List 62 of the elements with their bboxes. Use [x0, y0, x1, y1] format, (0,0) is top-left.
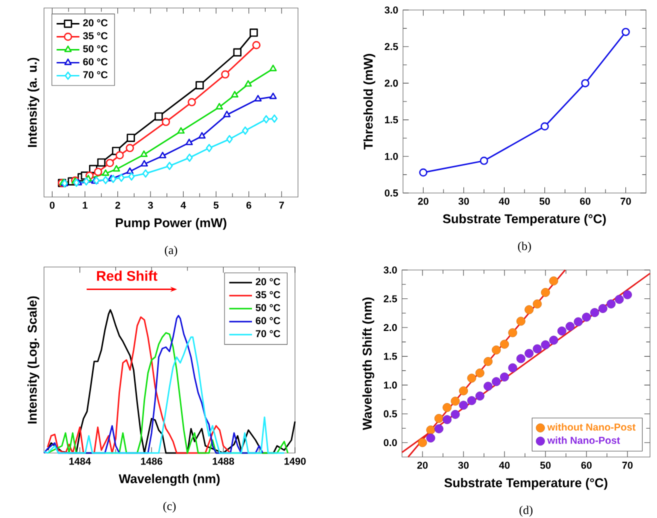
text: (b)	[518, 242, 531, 253]
y-tick-label: 3.0	[384, 6, 398, 14]
x-tick-label: 1488	[212, 458, 234, 465]
x-tick-label: 7	[279, 202, 284, 209]
x-tick-label: 2	[115, 202, 120, 209]
x-tick-label: 4	[180, 202, 186, 209]
legend-label: 60 °C	[256, 317, 280, 324]
legend-label: 35 °C	[256, 291, 280, 298]
legend-label: with Nano-Post	[547, 436, 620, 444]
x-tick-label: 20	[417, 462, 428, 469]
y-tick-label: 0.5	[384, 410, 398, 418]
legend-label: 60 °C	[83, 58, 108, 66]
y-axis-title: Threshold (mW)	[363, 54, 376, 150]
x-axis-title: Substrate Temperature (°C)	[442, 214, 606, 226]
y-tick-label: 2.0	[384, 80, 398, 87]
y-tick-label: 0.5	[384, 189, 398, 197]
y-tick-label: 2.0	[384, 324, 397, 332]
y-tick-label: 3.0	[384, 266, 397, 274]
x-tick-label: 60	[581, 462, 592, 469]
x-axis-title: Substrate Temperature (°C)	[444, 478, 608, 490]
x-tick-label: 70	[620, 198, 631, 205]
legend-label: 50 °C	[83, 45, 108, 52]
y-tick-label: 2.5	[384, 43, 398, 50]
legend-label: 50 °C	[256, 304, 280, 312]
y-tick-label: 1.0	[384, 382, 397, 389]
x-tick-label: 0	[50, 202, 55, 209]
x-tick-label: 5	[214, 202, 219, 209]
text: (a)	[164, 246, 178, 257]
legend-label: without Nano-Post	[547, 423, 636, 431]
legend-label: 20 °C	[256, 278, 280, 286]
legend-label: 70 °C	[256, 330, 280, 338]
x-axis-title: Pump Power (mW)	[116, 218, 226, 230]
x-tick-label: 30	[458, 198, 469, 205]
x-axis-title: Wavelength (nm)	[118, 474, 220, 486]
legend-label: 20 °C	[83, 19, 108, 26]
y-axis-title: Intensity (a. u.)	[27, 58, 40, 147]
x-tick-label: 50	[540, 198, 550, 205]
y-tick-label: 1.5	[385, 116, 398, 124]
x-tick-label: 40	[499, 462, 510, 469]
x-tick-label: 1490	[284, 458, 306, 465]
y-tick-label: 1.5	[384, 352, 398, 360]
x-tick-label: 50	[540, 462, 551, 469]
text: Red Shift	[97, 270, 158, 281]
x-tick-label: 6	[246, 202, 252, 209]
x-tick-label: 60	[580, 198, 590, 205]
x-tick-label: 1	[82, 202, 88, 209]
text: (c)	[163, 502, 176, 513]
x-tick-label: 1484	[69, 458, 91, 465]
y-tick-label: 1.0	[385, 152, 398, 160]
y-tick-label: 2.5	[384, 295, 398, 302]
y-tick-label: 0.0	[384, 439, 397, 446]
x-tick-label: 40	[498, 198, 510, 205]
legend-label: 35 °C	[83, 32, 108, 40]
x-tick-label: 3	[148, 202, 153, 209]
text: (d)	[520, 506, 532, 517]
x-tick-label: 1486	[141, 458, 162, 465]
y-axis-title: Intensity (Log. Scale)	[27, 296, 40, 424]
y-axis-title: Wavelength Shift (nm)	[362, 298, 374, 430]
x-tick-label: 30	[458, 462, 469, 469]
x-tick-label: 70	[622, 462, 633, 469]
x-tick-label: 20	[418, 198, 428, 205]
legend-label: 70 °C	[83, 71, 108, 78]
